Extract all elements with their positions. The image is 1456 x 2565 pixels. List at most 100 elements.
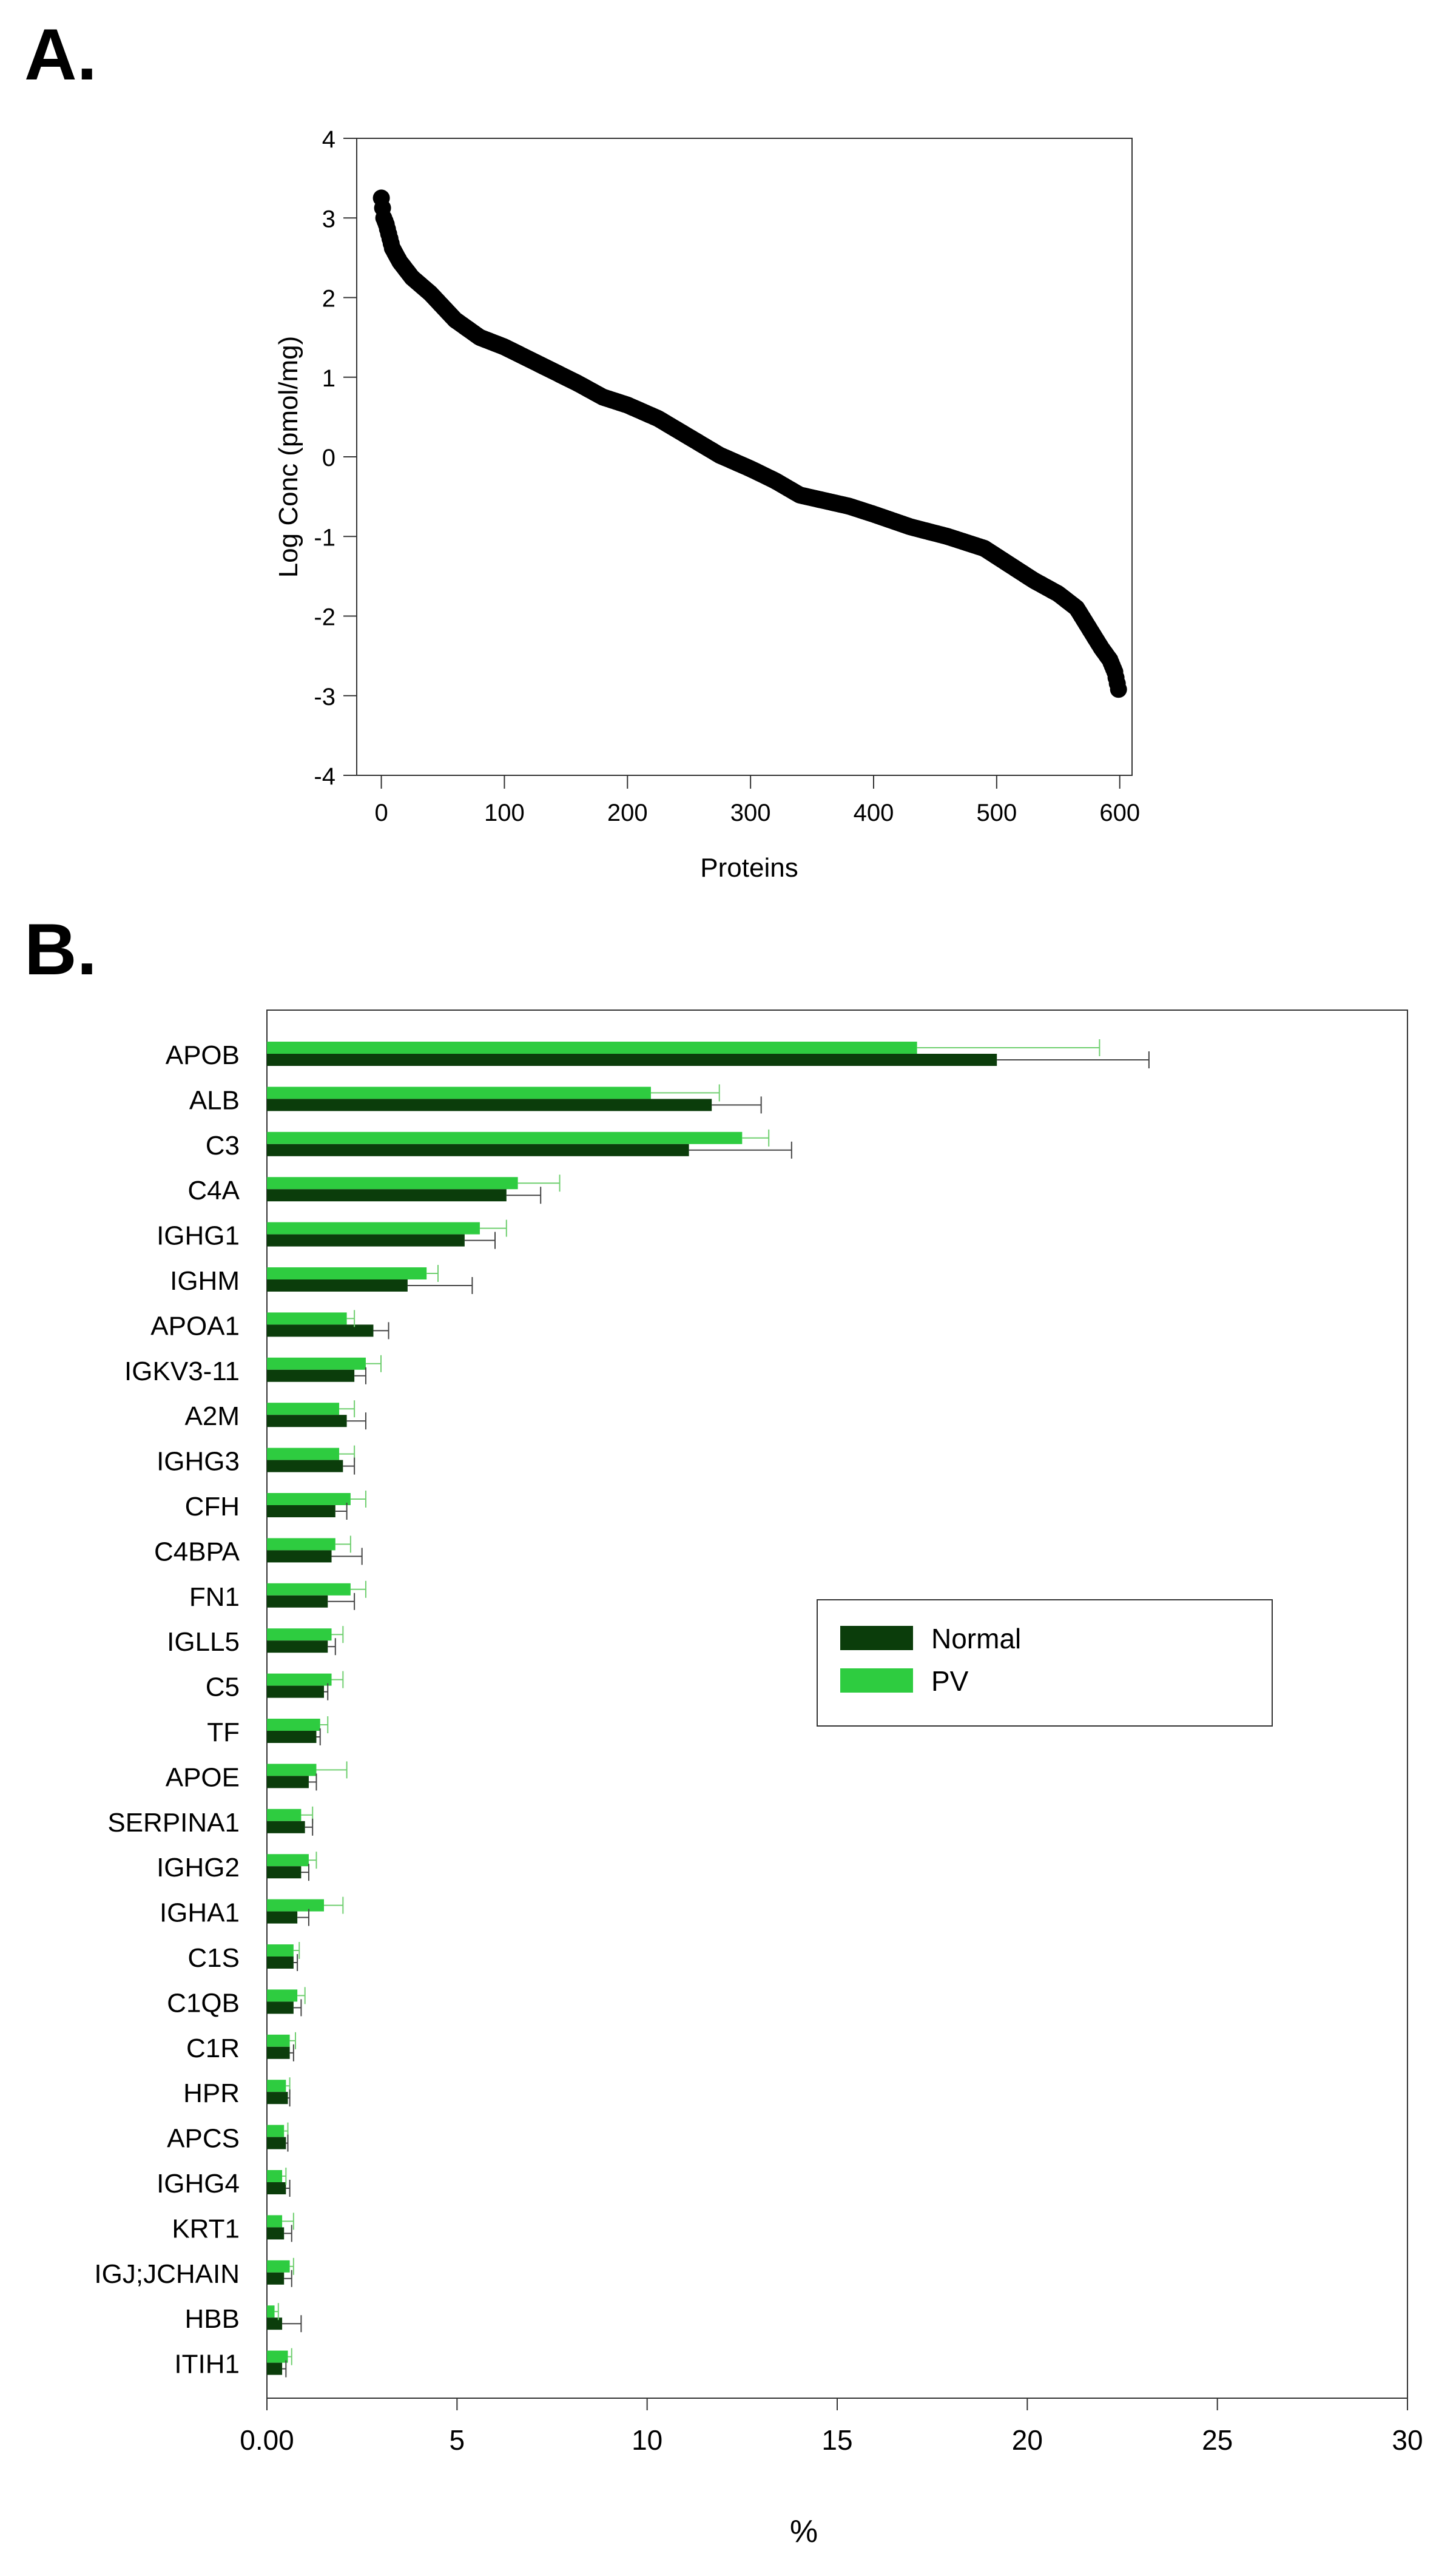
category-label: IGKV3-11 bbox=[124, 1357, 240, 1386]
category-label: IGHA1 bbox=[160, 1898, 240, 1928]
bar-normal bbox=[267, 2092, 288, 2105]
legend-label-normal: Normal bbox=[931, 1623, 1021, 1654]
bar-normal bbox=[267, 2001, 294, 2014]
bar-normal bbox=[267, 1640, 328, 1653]
bar-pv bbox=[267, 2350, 288, 2363]
bar-pv bbox=[267, 1538, 335, 1551]
bar-pv bbox=[267, 1628, 332, 1641]
bar-normal bbox=[267, 2182, 286, 2194]
y-tick-label: -3 bbox=[314, 684, 335, 710]
bar-pv bbox=[267, 1222, 480, 1235]
bar-normal bbox=[267, 1144, 689, 1156]
bar-normal bbox=[267, 1776, 309, 1788]
y-axis-ticks-a: -4 -3 -2 -1 0 1 2 3 4 bbox=[314, 126, 357, 790]
bar-normal bbox=[267, 1324, 374, 1337]
scatter-points bbox=[372, 189, 1127, 698]
category-labels: APOB ALB C3 C4A IGHG1 IGHM APOA1 IGKV3-11 A2M IGH… bbox=[94, 1040, 240, 2379]
category-label: C1S bbox=[187, 1943, 240, 1973]
category-label: IGHG3 bbox=[157, 1447, 240, 1477]
bar-normal bbox=[267, 1957, 294, 1969]
bar-normal bbox=[267, 1550, 332, 1563]
category-label: IGHG4 bbox=[157, 2169, 240, 2199]
bar-pv bbox=[267, 1448, 340, 1460]
bar-pv bbox=[267, 1042, 917, 1054]
category-label: SERPINA1 bbox=[107, 1808, 240, 1838]
bar-pv bbox=[267, 2305, 275, 2318]
bar-normal bbox=[267, 1415, 347, 1427]
bar-pv bbox=[267, 1808, 302, 1821]
category-label: HPR bbox=[183, 2078, 240, 2108]
bar-normal bbox=[267, 1279, 408, 1292]
x-tick-label: 200 bbox=[607, 800, 648, 826]
y-tick-label: -1 bbox=[314, 524, 335, 551]
x-tick-label: 0.00 bbox=[240, 2424, 294, 2456]
bar-normal bbox=[267, 2317, 283, 2330]
category-label: CFH bbox=[185, 1492, 240, 1522]
data-point bbox=[1110, 681, 1127, 698]
x-axis-label-a: Proteins bbox=[700, 853, 798, 883]
bar-pv bbox=[267, 1673, 332, 1686]
bar-pv bbox=[267, 1719, 320, 1731]
panel-b-label: B. bbox=[24, 909, 97, 990]
x-tick-label: 0 bbox=[374, 800, 388, 826]
category-label: APOE bbox=[166, 1762, 240, 1792]
x-tick-label: 600 bbox=[1099, 800, 1140, 826]
bar-pv bbox=[267, 1989, 298, 2002]
bar-normal bbox=[267, 1821, 305, 1833]
bar-pv bbox=[267, 1854, 309, 1867]
bar-normal bbox=[267, 1369, 355, 1382]
bar-normal bbox=[267, 1234, 465, 1247]
bar-normal bbox=[267, 2362, 283, 2375]
category-label: C4A bbox=[187, 1176, 240, 1205]
y-tick-label: 4 bbox=[322, 126, 335, 153]
bars bbox=[267, 1042, 997, 2375]
x-tick-label: 30 bbox=[1392, 2424, 1423, 2456]
bar-normal bbox=[267, 2046, 290, 2059]
y-tick-label: 0 bbox=[322, 445, 335, 471]
bar-pv bbox=[267, 1583, 351, 1596]
category-label: C5 bbox=[206, 1673, 240, 1702]
category-label: TF bbox=[207, 1717, 240, 1747]
bar-pv bbox=[267, 1764, 317, 1776]
legend-box bbox=[817, 1599, 1273, 1727]
category-label: IGLL5 bbox=[167, 1627, 240, 1657]
x-axis-ticks-a: 0 100 200 300 400 500 600 bbox=[374, 775, 1140, 826]
bar-normal bbox=[267, 1595, 328, 1608]
category-label: C4BPA bbox=[154, 1537, 240, 1566]
x-tick-label: 400 bbox=[854, 800, 894, 826]
bar-pv bbox=[267, 2170, 283, 2182]
bar-pv bbox=[267, 1944, 294, 1957]
bar-normal bbox=[267, 1685, 324, 1698]
bar-pv bbox=[267, 1493, 351, 1505]
y-tick-label: -2 bbox=[314, 604, 335, 631]
category-label: ITIH1 bbox=[174, 2350, 240, 2379]
y-tick-label: 1 bbox=[322, 365, 335, 392]
category-label: KRT1 bbox=[172, 2214, 240, 2243]
bar-normal bbox=[267, 1731, 317, 1743]
x-tick-label: 15 bbox=[821, 2424, 852, 2456]
panel-a-label: A. bbox=[24, 14, 97, 95]
bar-normal bbox=[267, 1054, 997, 1066]
x-tick-label: 500 bbox=[976, 800, 1017, 826]
bar-pv bbox=[267, 1177, 518, 1190]
bar-normal bbox=[267, 1505, 335, 1517]
bar-normal bbox=[267, 1189, 507, 1202]
bar-pv bbox=[267, 1267, 427, 1279]
category-label: APOB bbox=[166, 1040, 240, 1070]
bar-pv bbox=[267, 2034, 290, 2047]
x-tick-label: 100 bbox=[484, 800, 525, 826]
y-axis-label-a: Log Conc (pmol/mg) bbox=[274, 336, 303, 578]
bar-normal bbox=[267, 1911, 298, 1924]
bar-pv bbox=[267, 2125, 285, 2137]
legend: Normal PV bbox=[817, 1599, 1273, 1727]
y-tick-label: -4 bbox=[314, 763, 335, 790]
category-label: FN1 bbox=[189, 1582, 240, 1612]
bar-normal bbox=[267, 1460, 343, 1472]
category-label: C1QB bbox=[167, 1988, 240, 2018]
category-label: IGHM bbox=[170, 1266, 240, 1296]
bar-pv bbox=[267, 2215, 283, 2228]
category-label: C3 bbox=[206, 1131, 240, 1161]
category-label: A2M bbox=[185, 1401, 240, 1431]
category-label: APOA1 bbox=[150, 1311, 240, 1341]
